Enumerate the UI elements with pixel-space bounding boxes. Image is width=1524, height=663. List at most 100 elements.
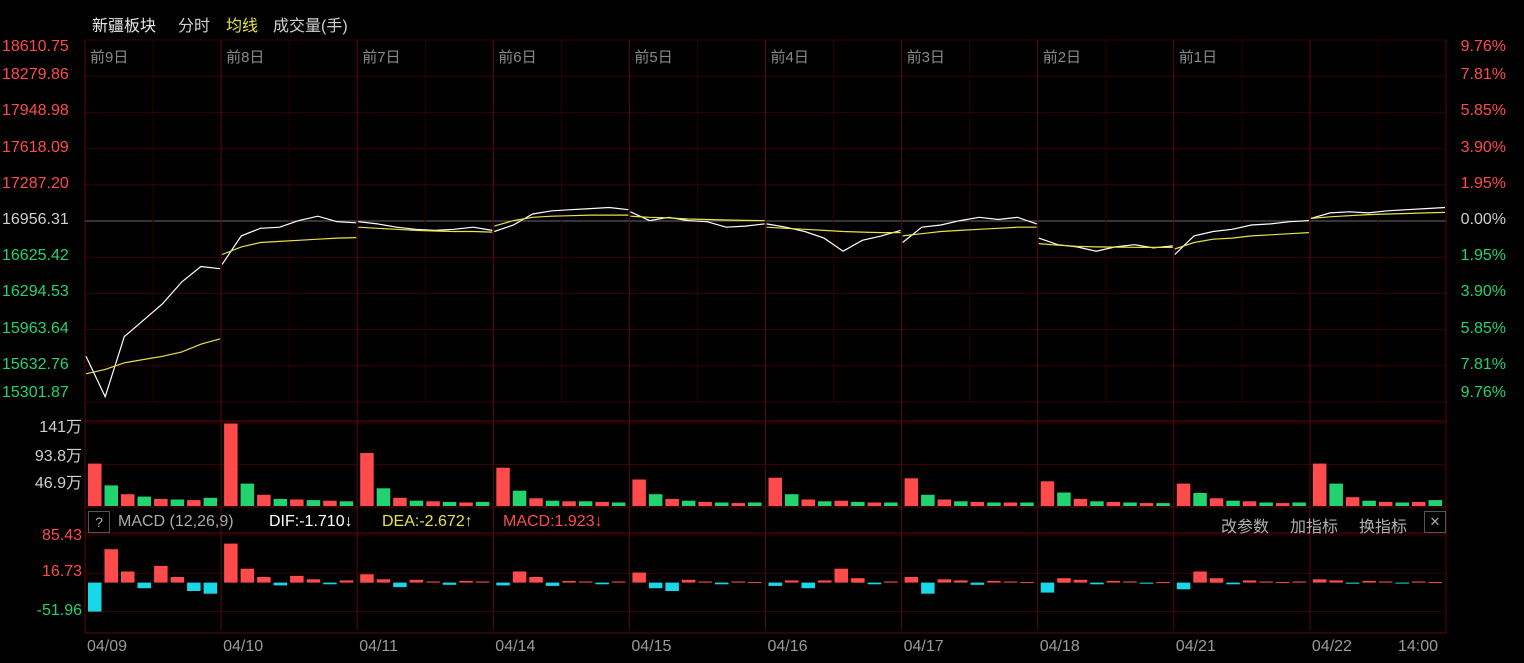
volume-bar (290, 499, 304, 506)
macd-bar (323, 582, 337, 585)
price-tick-label: 16956.31 (2, 211, 69, 228)
macd-bar (904, 577, 919, 583)
volume-bar (257, 494, 271, 506)
volume-unit-label: 成交量(手) (273, 18, 348, 35)
volume-bar (1057, 492, 1071, 506)
macd-bar (1226, 582, 1240, 585)
sector-name: 新疆板块 (92, 18, 157, 35)
price-line-04/22 (1310, 206, 1446, 219)
price-tick-label: 15963.64 (2, 319, 69, 337)
macd-bar (698, 581, 712, 583)
volume-bar (1176, 483, 1191, 506)
macd-bar (1312, 579, 1327, 583)
percent-tick-label: 5.85% (1460, 102, 1506, 120)
volume-bar (154, 498, 168, 506)
volume-bar (496, 467, 510, 506)
percent-tick-label: 0.00% (1460, 211, 1506, 228)
add-indicator-button[interactable]: 加指标 (1290, 519, 1339, 536)
macd-tick-label: -51.96 (36, 601, 82, 619)
volume-bar (801, 499, 815, 506)
volume-bar (1378, 501, 1393, 506)
volume-bar (698, 501, 712, 506)
volume-bar (323, 500, 337, 506)
volume-bar (768, 477, 782, 506)
tab-fenshi[interactable]: 分时 (178, 18, 211, 35)
header-bar: 新疆板块 分时 均线 成交量(手) (0, 0, 1524, 40)
volume-bar (611, 502, 626, 506)
close-icon[interactable]: ✕ (1424, 511, 1446, 533)
price-tick-label: 16294.53 (2, 283, 69, 301)
macd-bar (884, 581, 898, 583)
volume-bar (104, 485, 118, 506)
macd-bar (475, 581, 490, 583)
macd-bar (409, 579, 424, 583)
macd-bar (1156, 582, 1170, 584)
macd-bar (240, 568, 255, 583)
volume-bar (731, 503, 745, 506)
macd-bar (1040, 582, 1055, 593)
macd-bar (187, 582, 201, 591)
percent-tick-label: 7.81% (1460, 355, 1506, 373)
volume-bar (1292, 502, 1306, 506)
avg-line-04/15 (630, 215, 765, 222)
macd-bar (648, 582, 663, 589)
macd-bar (529, 577, 543, 583)
volume-bar (954, 501, 968, 506)
macd-header: ? MACD (12,26,9) DIF:-1.710↓ DEA:-2.672↑… (86, 511, 1446, 536)
change-params-button[interactable]: 改参数 (1221, 519, 1270, 536)
percent-tick-label: 3.90% (1460, 138, 1506, 156)
day-label: 前6日 (498, 49, 537, 66)
avg-line-04/17 (902, 226, 1037, 237)
date-label: 04/22 (1311, 638, 1352, 655)
price-line-04/17 (902, 216, 1037, 243)
macd-bar (768, 582, 782, 586)
volume-bar (1275, 503, 1290, 506)
volume-bar (1003, 502, 1018, 506)
date-label: 04/15 (631, 638, 672, 655)
macd-bar (1428, 582, 1442, 584)
volume-bar (681, 500, 696, 506)
volume-bar (137, 496, 151, 506)
volume-bar (1209, 498, 1224, 506)
volume-bar (203, 497, 218, 506)
macd-bar (987, 580, 1001, 583)
volume-bar (393, 497, 407, 506)
volume-bar (648, 494, 663, 506)
volume-bar (1345, 497, 1360, 506)
macd-tick-label: 16.73 (41, 563, 82, 581)
macd-bar (393, 582, 407, 588)
volume-bar (632, 479, 646, 506)
macd-bar (851, 578, 865, 583)
help-button[interactable]: ? (88, 511, 110, 533)
avg-line-04/09 (85, 338, 221, 375)
day-label: 前4日 (770, 49, 809, 66)
macd-bar (1362, 580, 1376, 583)
macd-bar (154, 565, 168, 583)
macd-bar (459, 580, 473, 583)
avg-line-04/22 (1310, 211, 1446, 219)
macd-bar (496, 582, 510, 586)
tab-junxian[interactable]: 均线 (226, 18, 259, 35)
macd-bar (290, 575, 304, 583)
macd-bar (937, 579, 952, 583)
price-line-04/09 (85, 265, 221, 399)
price-line-04/14 (494, 206, 629, 233)
volume-bar (1106, 501, 1121, 506)
macd-bar (1378, 581, 1393, 583)
date-label: 14:00 (1398, 638, 1439, 655)
macd-bar (1073, 579, 1088, 583)
price-line-04/11 (358, 221, 493, 232)
volume-bar (715, 502, 729, 506)
volume-bar (187, 500, 201, 506)
percent-tick-label: 9.76% (1460, 384, 1506, 401)
macd-bar (104, 549, 118, 583)
macd-bar (137, 582, 151, 589)
switch-indicator-button[interactable]: 换指标 (1359, 519, 1408, 536)
volume-bar (475, 501, 490, 506)
volume-bar (529, 498, 543, 506)
date-label: 04/14 (495, 638, 536, 655)
macd-bar (1193, 571, 1207, 583)
macd-bar (921, 582, 935, 594)
macd-bar (203, 582, 218, 594)
